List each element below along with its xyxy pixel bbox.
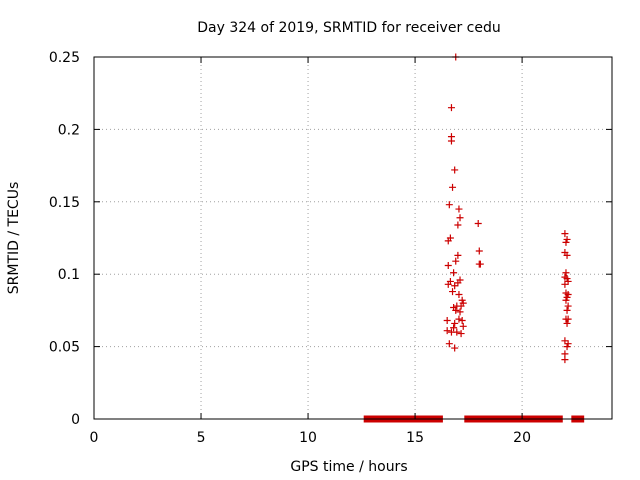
plot-frame (93, 56, 613, 420)
data-point-marker (446, 234, 454, 242)
data-point-marker (452, 306, 460, 314)
data-point-marker (446, 277, 454, 285)
data-point-marker (456, 308, 464, 316)
data-point-marker (459, 299, 467, 307)
data-point-marker (454, 221, 462, 229)
data-point-marker (476, 260, 484, 268)
data-point-marker (475, 247, 483, 255)
data-point-marker (444, 262, 452, 270)
data-point-marker (449, 183, 457, 191)
data-point-marker (450, 324, 458, 332)
x-tick-label: 15 (406, 430, 424, 446)
data-point-marker (561, 230, 569, 238)
data-point-marker (449, 288, 457, 296)
data-point-marker (456, 276, 464, 284)
x-axis-label: GPS time / hours (290, 459, 407, 475)
data-point-marker (451, 344, 459, 352)
data-point-marker (474, 220, 482, 228)
data-point-marker (453, 328, 461, 336)
data-point-marker (450, 269, 458, 277)
y-tick-label: 0.1 (58, 267, 80, 283)
y-axis-label: SRMTID / TECUs (6, 182, 22, 295)
data-point-marker (564, 315, 572, 323)
y-tick-label: 0.25 (49, 50, 80, 66)
data-point-marker (447, 104, 455, 112)
y-tick-label: 0 (71, 412, 80, 428)
data-point-marker (563, 235, 571, 243)
data-points (443, 53, 572, 364)
data-point-marker (451, 319, 459, 327)
data-point-marker (456, 214, 464, 222)
x-tick-label: 0 (90, 430, 99, 446)
data-point-marker (564, 290, 572, 298)
x-tick-label: 10 (299, 430, 317, 446)
axis-ticks: 0 5 10 15 20 0 0.05 0.1 0.15 0.2 0.25 (49, 50, 612, 446)
data-point-marker (563, 319, 571, 327)
y-tick-label: 0.05 (49, 340, 80, 356)
data-point-marker (457, 330, 465, 338)
data-point-marker (564, 340, 572, 348)
data-point-marker (454, 251, 462, 259)
data-point-marker (455, 205, 463, 213)
data-point-marker (455, 290, 463, 298)
data-point-marker (443, 317, 451, 325)
x-tick-label: 5 (197, 430, 206, 446)
data-point-marker (451, 166, 459, 174)
data-point-marker (561, 356, 569, 364)
y-tick-label: 0.2 (58, 122, 80, 138)
data-point-marker (445, 201, 453, 209)
data-point-marker (562, 269, 570, 277)
data-point-marker (447, 133, 455, 141)
gridlines (94, 57, 612, 419)
data-point-marker (445, 340, 453, 348)
data-point-marker (455, 315, 463, 323)
data-point-marker (563, 306, 571, 314)
data-point-marker (459, 322, 467, 330)
data-point-marker (452, 257, 460, 265)
data-point-marker (563, 251, 571, 259)
y-tick-label: 0.15 (49, 195, 80, 211)
data-point-marker (564, 277, 572, 285)
data-point-marker (458, 317, 466, 325)
data-point-marker (443, 327, 451, 335)
chart-title: Day 324 of 2019, SRMTID for receiver ced… (197, 20, 500, 36)
data-point-marker (564, 302, 572, 310)
x-tick-label: 20 (513, 430, 531, 446)
